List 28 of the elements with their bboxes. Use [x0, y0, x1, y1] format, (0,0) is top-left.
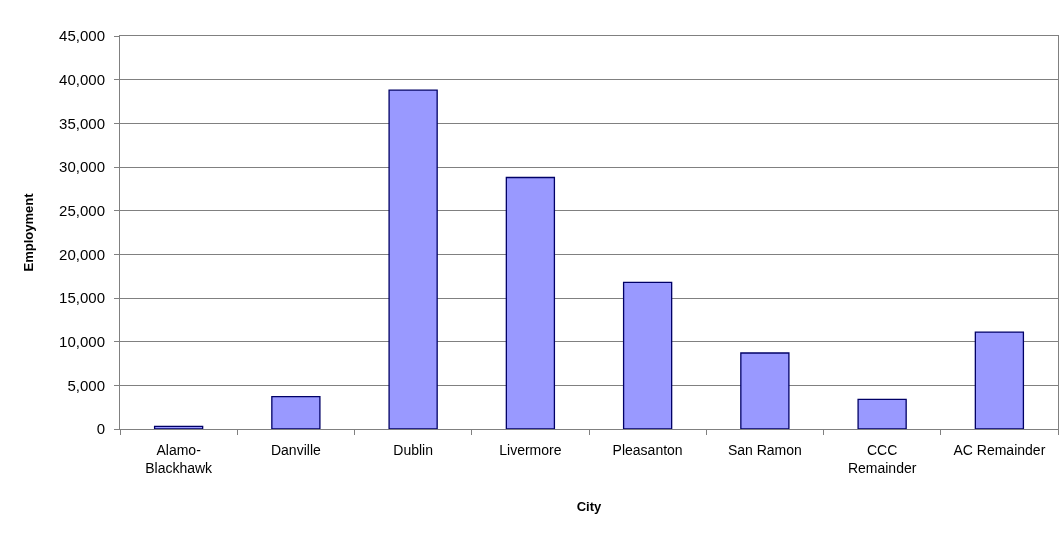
y-tick-label: 35,000: [59, 114, 105, 132]
y-tick-label: 0: [96, 420, 105, 438]
x-tick-label: Alamo- Blackhawk: [145, 441, 214, 476]
x-tick-label: Pleasanton: [612, 441, 683, 458]
bar: [622, 281, 673, 429]
bar: [857, 398, 907, 429]
bar: [153, 425, 204, 429]
x-axis-title: City: [576, 498, 603, 514]
bar: [271, 396, 321, 429]
x-tick-label: AC Remainder: [953, 441, 1046, 458]
y-tick-label: 15,000: [59, 289, 105, 307]
x-tick-label: Livermore: [499, 441, 562, 458]
y-tick-label: 40,000: [59, 70, 105, 88]
y-tick-label: 25,000: [59, 201, 105, 219]
x-tick-label: CCC Remainder: [847, 441, 917, 476]
bar: [740, 352, 790, 429]
x-tick-label: Danville: [270, 441, 321, 458]
y-tick-label: 45,000: [59, 27, 105, 45]
bar: [974, 331, 1025, 429]
y-tick-label: 5,000: [67, 376, 105, 394]
y-axis-title: Employment: [21, 192, 37, 272]
y-tick-label: 30,000: [59, 158, 105, 176]
y-tick-label: 20,000: [59, 245, 105, 263]
x-tick-label: San Ramon: [727, 441, 802, 458]
x-tick-label: Dublin: [393, 441, 433, 458]
bar: [388, 89, 438, 429]
bar: [505, 176, 556, 429]
y-tick-label: 10,000: [59, 332, 105, 350]
